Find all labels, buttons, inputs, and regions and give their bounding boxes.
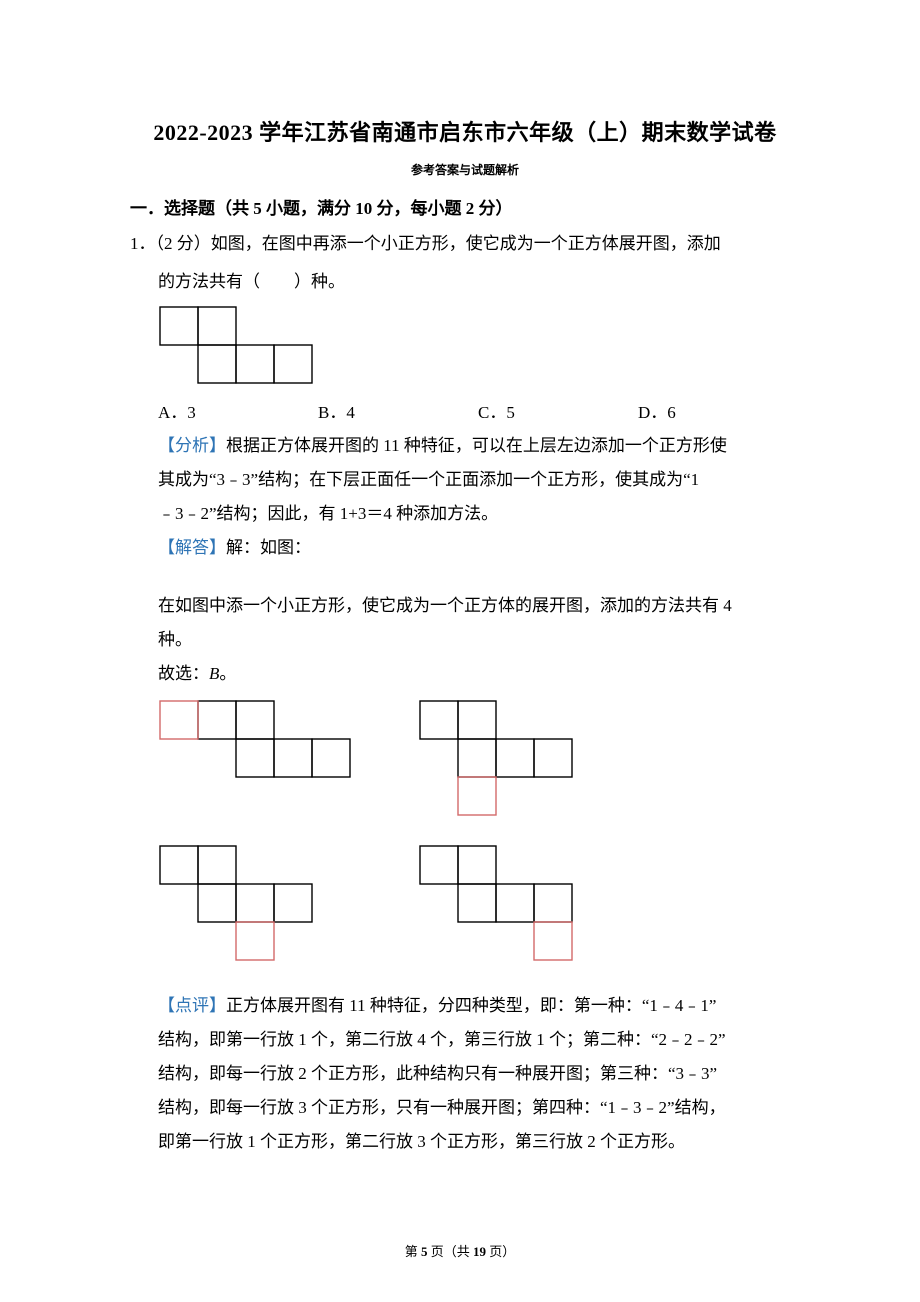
- analysis-text-b: 其成为“3﹣3”结构；在下层正面任一个正面添加一个正方形，使其成为“1: [158, 463, 800, 497]
- question-stem-b: 的方法共有（ ）种。: [130, 265, 800, 299]
- question-1: 1．（2 分）如图，在图中再添一个小正方形，使它成为一个正方体展开图，添加: [130, 227, 800, 261]
- variant-3: [158, 844, 418, 967]
- analysis-label: 【分析】: [158, 436, 226, 455]
- answer-options: A．3 B．4 C．5 D．6: [158, 398, 800, 423]
- solve-text-e: 。: [219, 664, 236, 683]
- analysis-block: 【分析】根据正方体展开图的 11 种特征，可以在上层左边添加一个正方形使: [158, 429, 800, 463]
- section-header: 一．选择题（共 5 小题，满分 10 分，每小题 2 分）: [130, 194, 800, 219]
- analysis-text-a: 根据正方体展开图的 11 种特征，可以在上层左边添加一个正方形使: [226, 436, 727, 455]
- solution-diagrams: [158, 699, 800, 989]
- exam-title: 2022-2023 学年江苏省南通市启东市六年级（上）期末数学试卷: [130, 115, 800, 147]
- question-stem-a: 如图，在图中再添一个小正方形，使它成为一个正方体展开图，添加: [211, 234, 721, 253]
- option-b: B．4: [318, 398, 478, 423]
- solve-block: 【解答】解：如图：: [158, 531, 800, 565]
- solve-label: 【解答】: [158, 538, 226, 557]
- analysis-text-c: ﹣3﹣2”结构；因此，有 1+3＝4 种添加方法。: [158, 497, 800, 531]
- review-block: 【点评】正方体展开图有 11 种特征，分四种类型，即：第一种：“1﹣4﹣1”: [158, 989, 800, 1023]
- solve-text-b: 在如图中添一个小正方形，使它成为一个正方体的展开图，添加的方法共有 4: [158, 589, 800, 623]
- review-text-b: 结构，即第一行放 1 个，第二行放 4 个，第三行放 1 个；第二种：“2﹣2﹣…: [158, 1023, 800, 1057]
- solve-spacer: [158, 565, 800, 589]
- review-text-e: 即第一行放 1 个正方形，第二行放 3 个正方形，第三行放 2 个正方形。: [158, 1125, 800, 1159]
- footer-prefix: 第: [405, 1244, 421, 1259]
- review-text-c: 结构，即每一行放 2 个正方形，此种结构只有一种展开图；第三种：“3﹣3”: [158, 1057, 800, 1091]
- page-footer: 第 5 页（共 19 页）: [0, 1241, 920, 1260]
- solve-text-d: 故选：: [158, 664, 209, 683]
- question-number: 1．: [130, 234, 156, 253]
- question-points: （2 分）: [156, 234, 211, 253]
- solve-text-a: 解：如图：: [226, 538, 311, 557]
- option-a: A．3: [158, 398, 318, 423]
- solve-text-c: 种。: [158, 623, 800, 657]
- review-label: 【点评】: [158, 996, 226, 1015]
- solve-answer-line: 故选：B。: [158, 657, 800, 691]
- review-text-d: 结构，即每一行放 3 个正方形，只有一种展开图；第四种：“1﹣3﹣2”结构，: [158, 1091, 800, 1125]
- exam-subtitle: 参考答案与试题解析: [130, 161, 800, 178]
- variant-2: [418, 699, 678, 822]
- variant-4: [418, 844, 678, 967]
- option-c: C．5: [478, 398, 638, 423]
- review-text-a: 正方体展开图有 11 种特征，分四种类型，即：第一种：“1﹣4﹣1”: [226, 996, 716, 1015]
- footer-suffix: 页）: [486, 1244, 515, 1259]
- footer-total: 19: [473, 1244, 486, 1259]
- variant-1: [158, 699, 418, 822]
- question-diagram: [158, 305, 800, 390]
- solve-answer: B: [209, 664, 219, 683]
- footer-middle: 页（共: [427, 1244, 473, 1259]
- option-d: D．6: [638, 398, 798, 423]
